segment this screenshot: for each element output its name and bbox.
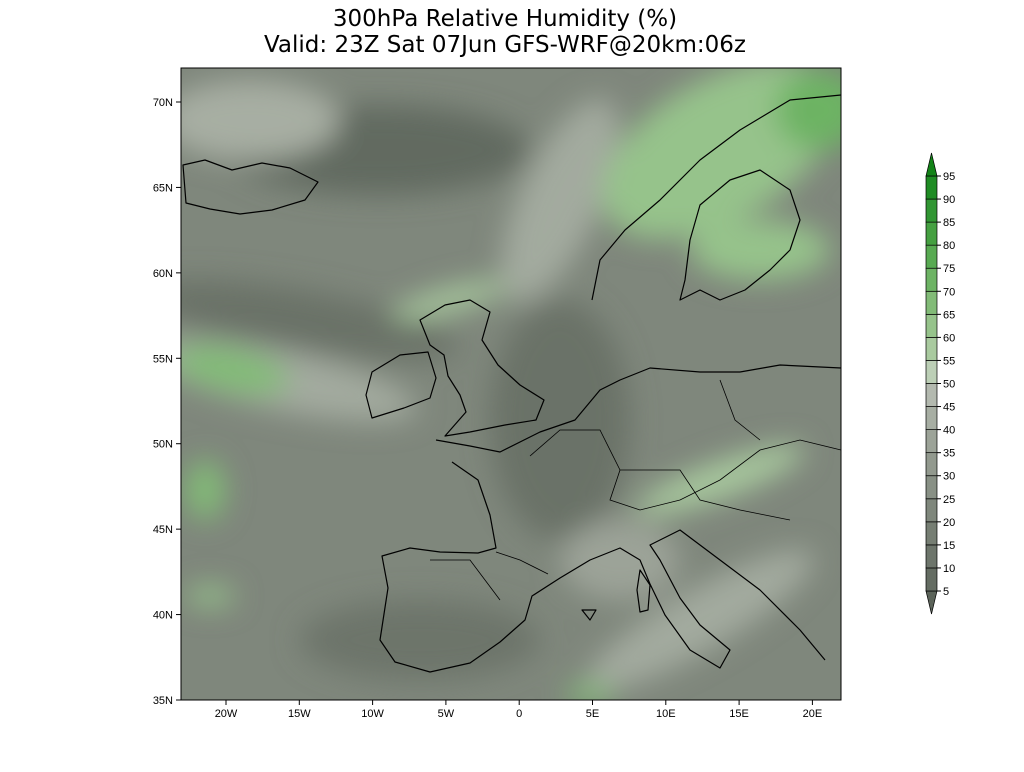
colorbar-box (925, 429, 938, 454)
colorbar-arrow (925, 590, 938, 615)
colorbar: 5 10 15 20 25 30 35 40 45 50 55 60 65 70 75 80 85 90 95 (925, 152, 955, 615)
colorbar-label: 85 (943, 217, 955, 229)
colorbar-label: 30 (943, 471, 955, 483)
colorbar-label: 15 (943, 540, 955, 552)
colorbar-box (925, 475, 938, 500)
colorbar-label: 95 (943, 171, 955, 183)
lat-label: 45N (153, 524, 173, 536)
colorbar-box (925, 544, 938, 569)
colorbar-label: 60 (943, 332, 955, 344)
lon-label: 15E (729, 708, 749, 720)
colorbar-box (925, 290, 938, 315)
lon-label: 15W (288, 708, 311, 720)
colorbar-box (925, 567, 938, 592)
colorbar-box (925, 452, 938, 477)
colorbar-label: 90 (943, 194, 955, 206)
colorbar-box (925, 521, 938, 546)
colorbar-box (925, 221, 938, 246)
colorbar-label: 45 (943, 402, 955, 414)
field-shading (181, 68, 841, 700)
colorbar-label: 50 (943, 379, 955, 391)
colorbar-box (925, 360, 938, 384)
title-line: 300hPa Relative Humidity (%) (333, 6, 677, 32)
colorbar-box (925, 244, 938, 269)
coastlines (182, 94, 841, 673)
colorbar-arrow (925, 152, 938, 177)
colorbar-label: 55 (943, 355, 955, 367)
colorbar-label: 40 (943, 425, 955, 437)
colorbar-label: 70 (943, 286, 955, 298)
lat-label: 65N (153, 182, 173, 194)
humidity-field (181, 68, 841, 700)
lat-label: 70N (153, 97, 173, 109)
lat-label: 60N (153, 268, 173, 280)
colorbar-box (925, 313, 938, 338)
lat-label: 35N (153, 695, 173, 707)
map-frame (180, 67, 842, 701)
colorbar-label: 25 (943, 494, 955, 506)
colorbar-box (925, 406, 938, 430)
colorbar-box (925, 198, 938, 223)
colorbar-label: 35 (943, 448, 955, 460)
colorbar-label: 80 (943, 240, 955, 252)
colorbar-label: 75 (943, 263, 955, 275)
lon-label: 5E (586, 708, 599, 720)
colorbar-label: 10 (943, 563, 955, 575)
colorbar-box (925, 498, 938, 523)
lon-label: 20W (215, 708, 238, 720)
lon-label: 10E (656, 708, 676, 720)
colorbar-box (925, 175, 938, 200)
lon-label: 20E (803, 708, 823, 720)
colorbar-label: 20 (943, 517, 955, 529)
colorbar-box (925, 267, 938, 292)
lat-label: 55N (153, 353, 173, 365)
title-line: Valid: 23Z Sat 07Jun GFS-WRF@20km:06z (264, 32, 746, 58)
colorbar-label: 65 (943, 309, 955, 321)
axes: 70N 65N 60N 55N 50N 45N 40N 35N 20W 15W 10W 5W 0 5E 10… (153, 97, 822, 720)
colorbar-label: 5 (943, 586, 949, 598)
lon-label: 0 (516, 708, 522, 720)
lat-label: 40N (153, 610, 173, 622)
lat-label: 50N (153, 439, 173, 451)
country-borders (430, 379, 841, 601)
colorbar-box (925, 383, 938, 407)
lon-label: 5W (438, 708, 455, 720)
lon-label: 10W (361, 708, 384, 720)
colorbar-box (925, 337, 938, 361)
